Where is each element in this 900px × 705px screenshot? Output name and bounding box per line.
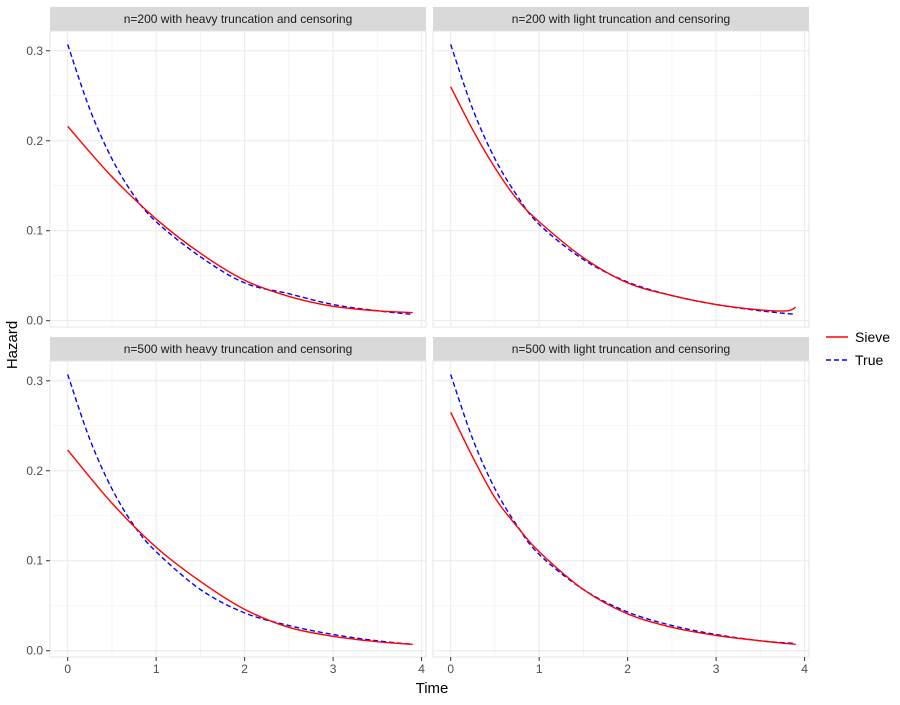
series-line-sieve [450,411,796,646]
panel-strip [433,337,809,361]
x-tick-label: 4 [801,662,808,676]
panel-strip [50,7,426,31]
panel-2: n=200 with light truncation and censorin… [432,7,810,328]
series-line-true [67,44,413,316]
x-tick-label: 1 [536,662,543,676]
panel-1: n=200 with heavy truncation and censorin… [26,7,427,328]
x-tick-label: 0 [447,662,454,676]
panel-title: n=200 with heavy truncation and censorin… [124,12,353,26]
panel-title: n=200 with light truncation and censorin… [512,12,730,26]
panels: n=200 with heavy truncation and censorin… [26,7,810,676]
series-line-sieve [67,449,413,646]
panel-title: n=500 with heavy truncation and censorin… [124,342,353,356]
x-tick-label: 4 [418,662,425,676]
x-tick-label: 2 [624,662,631,676]
panel-plot-area [432,360,810,658]
series-line-sieve [450,86,797,312]
y-tick-label: 0.3 [26,44,43,58]
series-line-true [67,374,413,646]
series-line-sieve [67,125,413,314]
legend: Sieve True [826,329,890,368]
panel-plot-area [432,30,810,328]
panel-4: n=500 with light truncation and censorin… [432,337,810,676]
y-axis-label: Hazard [4,321,21,369]
x-tick-label: 1 [153,662,160,676]
y-tick-label: 0.0 [26,644,43,658]
y-tick-label: 0.1 [26,554,43,568]
x-tick-label: 0 [64,662,71,676]
x-tick-label: 3 [330,662,337,676]
y-tick-label: 0.2 [26,464,43,478]
panel-strip [50,337,426,361]
panel-title: n=500 with light truncation and censorin… [512,342,730,356]
x-tick-label: 3 [713,662,720,676]
x-axis-label: Time [416,680,449,697]
y-tick-label: 0.0 [26,314,43,328]
y-tick-label: 0.1 [26,224,43,238]
legend-label-true: True [855,352,883,368]
y-tick-label: 0.3 [26,374,43,388]
panel-strip [433,7,809,31]
x-tick-label: 2 [241,662,248,676]
panel-plot-area [49,360,427,658]
panel-3: n=500 with heavy truncation and censorin… [26,337,427,676]
panel-plot-area [49,30,427,328]
legend-label-sieve: Sieve [855,329,890,345]
y-tick-label: 0.2 [26,134,43,148]
